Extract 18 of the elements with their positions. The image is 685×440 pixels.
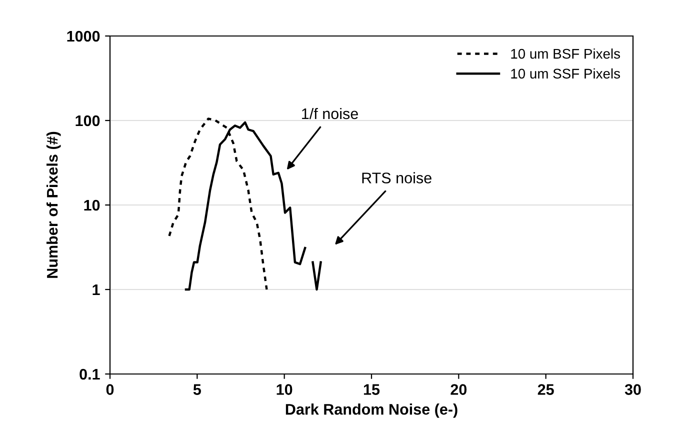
x-axis-title: Dark Random Noise (e-) [286,404,458,418]
x-tick-label: 15 [364,384,380,395]
y-axis-title: Number of Pixels (#) [46,132,61,278]
annotation: RTS noise [362,172,432,184]
x-tick-label: 10 [276,384,292,395]
x-tick-label: 30 [624,384,641,395]
x-tick-label: 25 [538,384,554,395]
legend-label: 10 um BSF Pixels [511,48,620,59]
y-tick-label: 100 [76,115,100,126]
y-tick-label: 1000 [67,30,100,42]
legend-label: 10 um SSF Pixels [511,68,620,79]
y-tick-label: 1 [92,284,100,296]
x-tick-label: 20 [450,384,467,395]
y-tick-label: 10 [84,200,100,211]
x-tick-label: 0 [106,384,114,395]
annotation: 1/f noise [302,108,358,120]
y-tick-label: 0.1 [80,368,100,380]
x-tick-label: 5 [193,384,201,395]
